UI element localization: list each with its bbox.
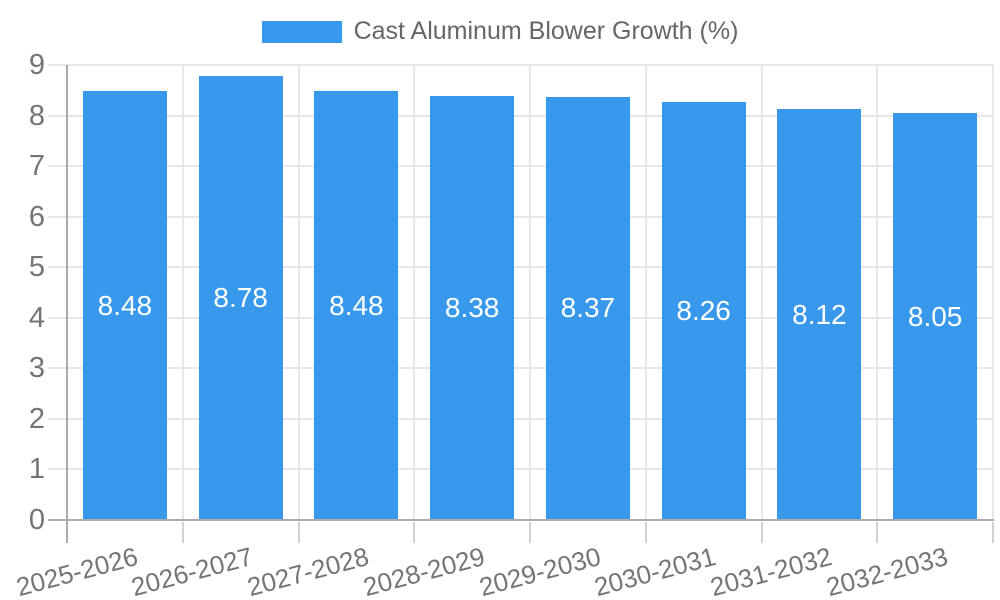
- y-axis-label: 3: [28, 352, 45, 385]
- y-axis-label: 5: [28, 251, 45, 284]
- bar[interactable]: [893, 113, 978, 520]
- x-axis-label: 2032-2033: [822, 541, 951, 600]
- y-axis-label: 9: [28, 49, 45, 81]
- legend-color-swatch: [261, 20, 342, 43]
- bar-value-label: 8.38: [444, 292, 500, 324]
- x-axis-line: [48, 519, 994, 521]
- legend[interactable]: Cast Aluminum Blower Growth (%): [0, 19, 1000, 44]
- gridline-vertical: [760, 65, 763, 520]
- x-axis-label: 2028-2029: [359, 541, 488, 600]
- gridline-horizontal: [48, 266, 993, 269]
- gridline-vertical: [992, 65, 994, 520]
- bar[interactable]: [545, 96, 630, 520]
- y-axis-label: 4: [28, 301, 45, 334]
- legend-label: Cast Aluminum Blower Growth (%): [353, 17, 739, 45]
- x-axis-tick: [876, 522, 879, 543]
- x-axis-tick: [413, 522, 416, 543]
- x-axis-label: 2031-2032: [707, 541, 835, 600]
- bar-value-label: 8.12: [792, 298, 847, 330]
- bar-value-label: 8.48: [97, 289, 153, 321]
- gridline-vertical: [876, 65, 879, 520]
- x-axis-tick: [992, 522, 994, 543]
- x-axis-tick: [297, 522, 300, 543]
- gridline-horizontal: [48, 215, 993, 218]
- x-axis-label: 2027-2028: [244, 541, 372, 600]
- y-axis-label: 0: [28, 504, 45, 536]
- y-axis-label: 8: [28, 99, 45, 132]
- bar-value-label: 8.05: [907, 300, 963, 332]
- bar-value-label: 8.37: [560, 292, 616, 324]
- bar[interactable]: [314, 91, 399, 520]
- x-axis-label: 2025-2026: [12, 541, 141, 600]
- bar[interactable]: [661, 102, 746, 520]
- gridline-vertical: [644, 65, 647, 520]
- x-axis-label: 2026-2027: [128, 541, 257, 600]
- gridline-vertical: [413, 65, 416, 520]
- y-axis-line: [66, 65, 68, 543]
- gridline-horizontal: [48, 468, 993, 471]
- y-axis-label: 6: [28, 200, 45, 233]
- gridline-horizontal: [48, 417, 993, 420]
- bar[interactable]: [198, 76, 283, 520]
- gridline-horizontal: [48, 114, 993, 117]
- gridline-vertical: [529, 65, 531, 520]
- gridline-horizontal: [48, 316, 993, 319]
- x-axis-label: 2029-2030: [475, 541, 604, 600]
- gridline-horizontal: [48, 165, 993, 168]
- x-axis-label: 2030-2031: [591, 541, 720, 600]
- gridline-vertical: [181, 65, 184, 520]
- y-axis-label: 7: [28, 150, 45, 183]
- x-axis-tick: [181, 522, 184, 543]
- gridline-horizontal: [48, 367, 993, 370]
- y-axis-label: 1: [28, 453, 45, 486]
- x-axis-tick: [644, 522, 647, 543]
- bar[interactable]: [777, 109, 862, 520]
- gridline-vertical: [297, 65, 300, 520]
- x-axis-tick: [529, 522, 531, 543]
- bar-value-label: 8.26: [676, 295, 731, 327]
- gridline-horizontal: [48, 64, 993, 66]
- bar-value-label: 8.78: [213, 282, 268, 314]
- bar[interactable]: [430, 96, 515, 520]
- bar-value-label: 8.48: [329, 289, 384, 321]
- x-axis-tick: [760, 522, 763, 543]
- bar[interactable]: [82, 91, 167, 520]
- y-axis-label: 2: [28, 402, 45, 435]
